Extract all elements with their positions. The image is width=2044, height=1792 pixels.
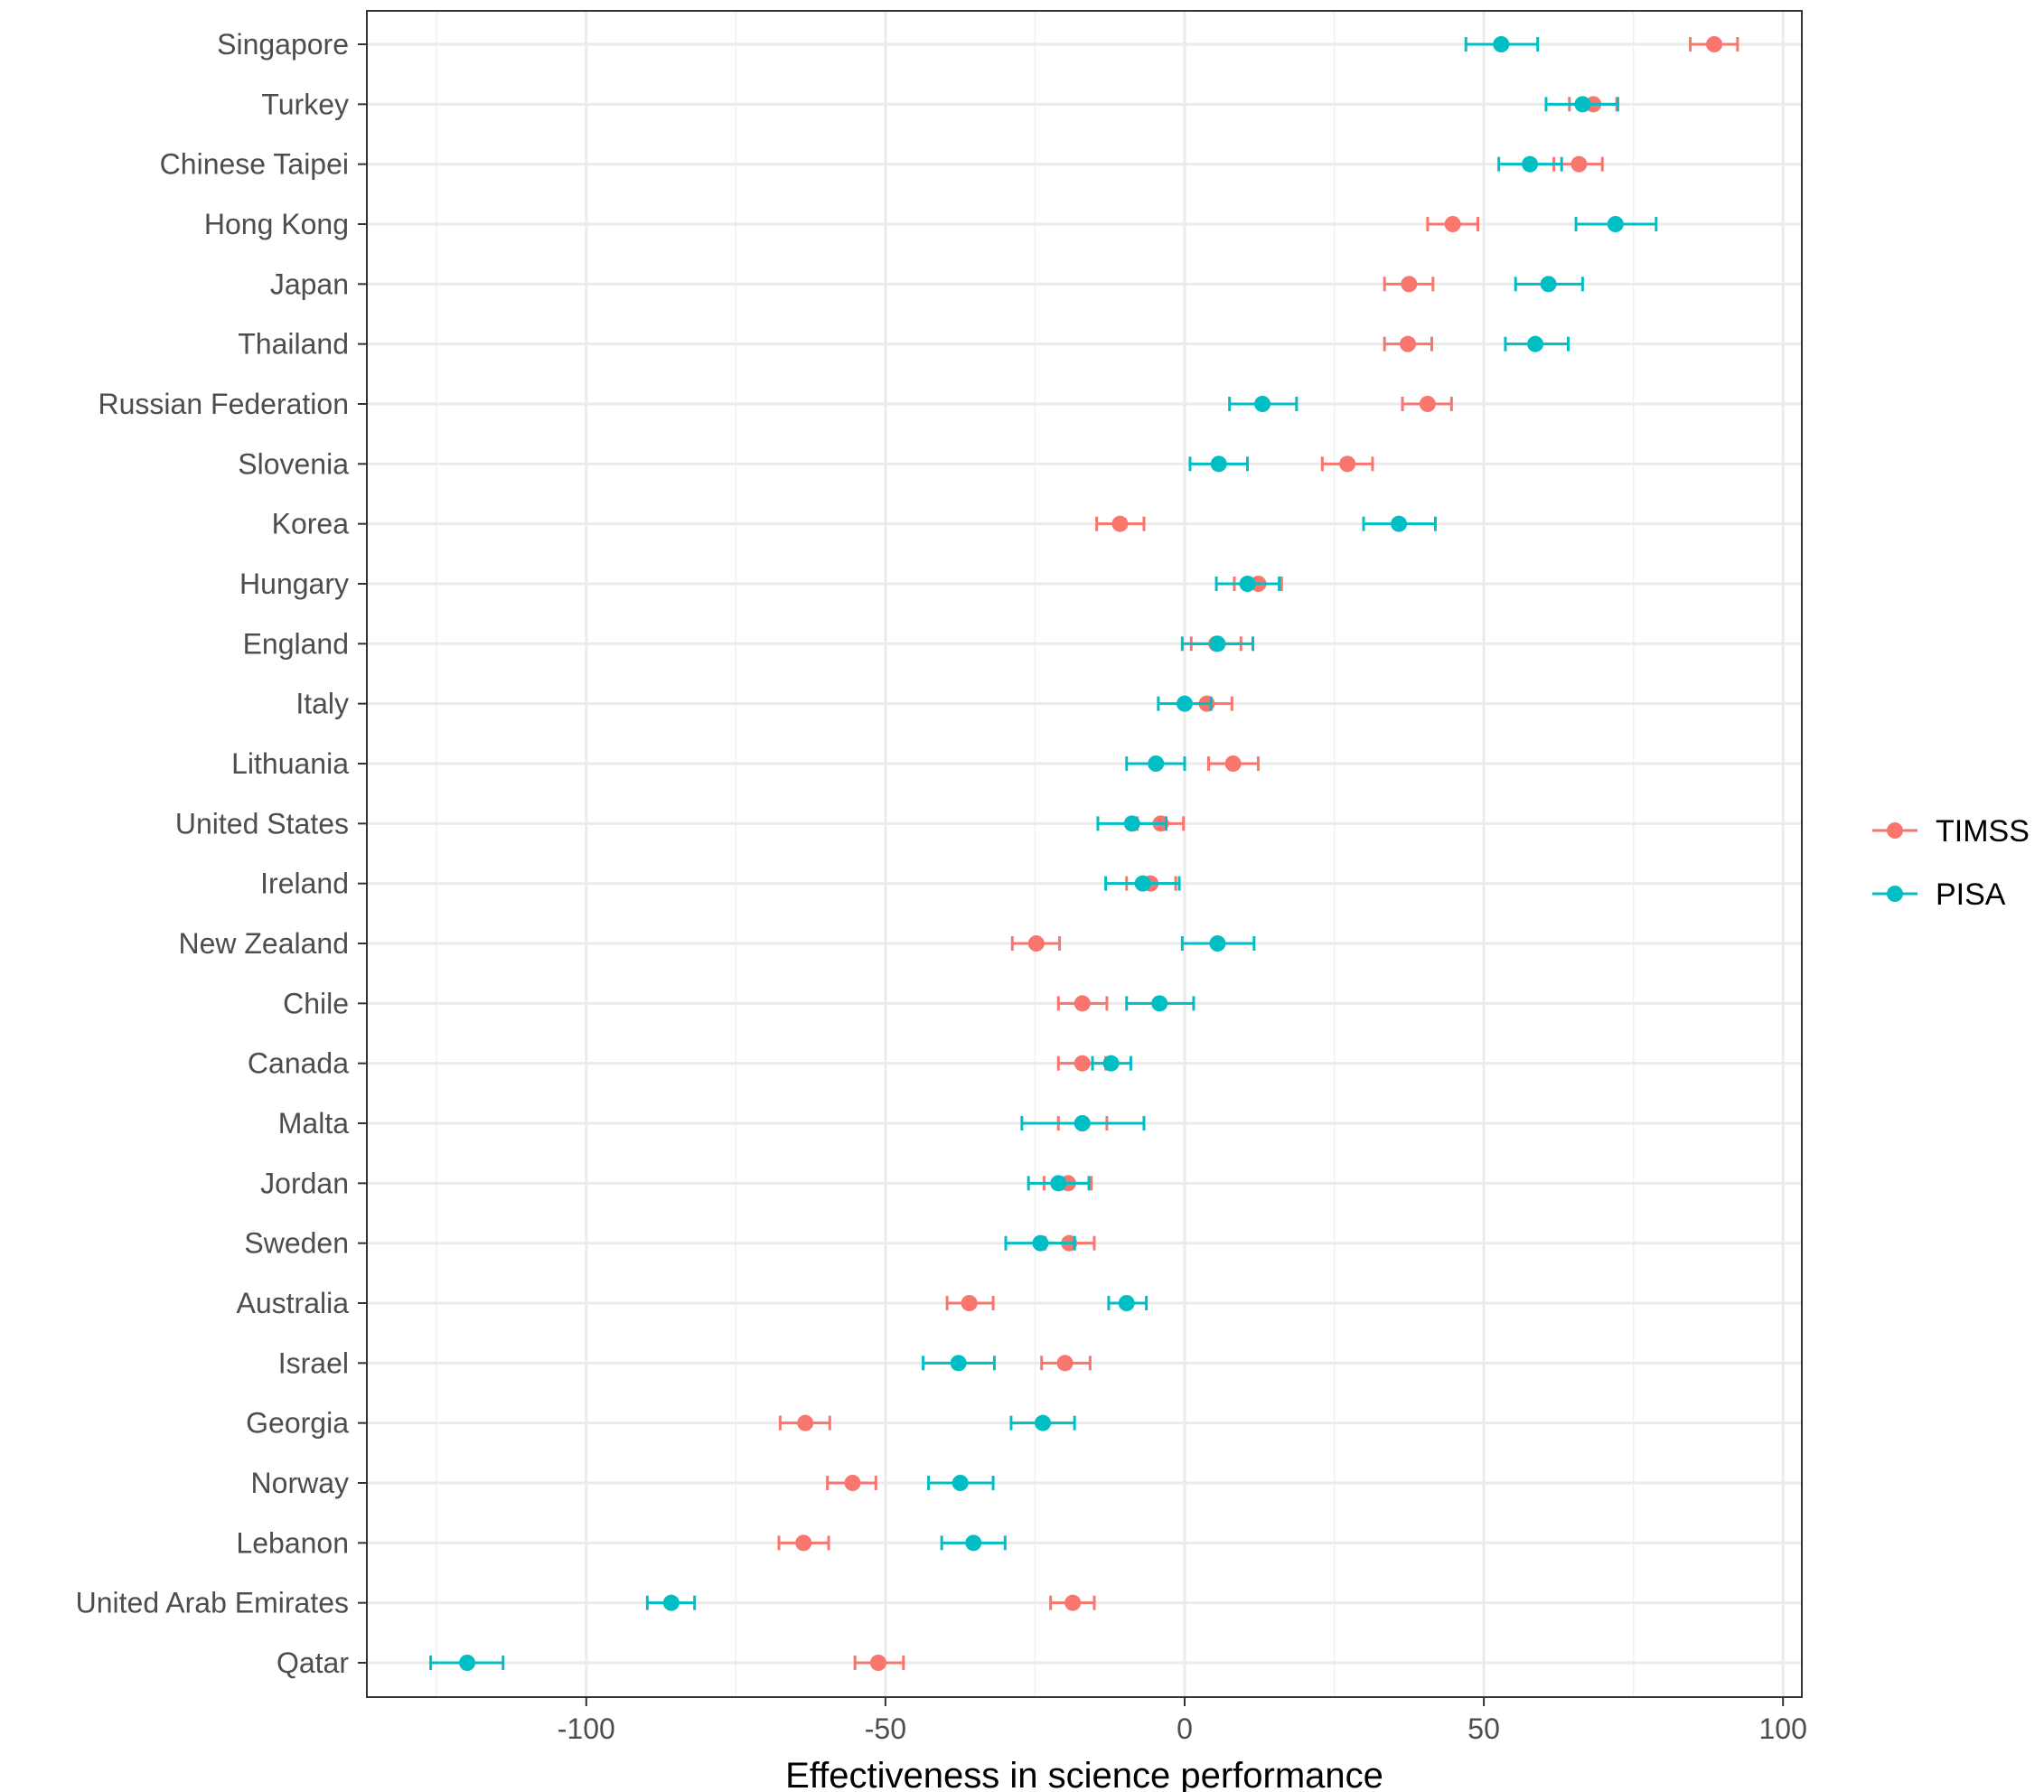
data-point-pisa	[965, 1534, 982, 1552]
data-point-pisa	[1540, 276, 1557, 293]
y-tick-label: Chile	[283, 987, 349, 1019]
panel-border	[366, 10, 1803, 1698]
y-axis: Singapore Turkey Chinese Taipei Hong Kong Ja…	[76, 28, 367, 1679]
x-tick-label: 50	[1467, 1712, 1500, 1745]
data-point-timss	[1056, 1355, 1074, 1372]
x-tick-label: -50	[865, 1712, 906, 1745]
y-tick-label: Georgia	[246, 1407, 349, 1440]
data-point-pisa	[1254, 396, 1271, 412]
data-point-pisa	[1574, 96, 1591, 113]
data-point-timss	[1224, 755, 1242, 772]
data-point-pisa	[1035, 1414, 1052, 1431]
y-tick-label: Lithuania	[231, 747, 349, 780]
data-point-timss	[1401, 276, 1418, 293]
y-tick-label: Japan	[270, 267, 349, 300]
data-point-timss	[797, 1414, 814, 1431]
data-point-timss	[844, 1475, 861, 1491]
y-tick-label: Canada	[248, 1047, 349, 1080]
y-tick-label: Slovenia	[238, 447, 349, 480]
data-point-pisa	[1527, 335, 1544, 352]
y-tick-label: Russian Federation	[98, 388, 349, 420]
data-point-timss	[1419, 396, 1436, 412]
data-point-pisa	[952, 1475, 969, 1491]
legend-key-point	[1887, 822, 1903, 839]
data-point-pisa	[1209, 935, 1226, 952]
legend: TIMSS PISA	[1872, 814, 2030, 912]
y-tick-label: Singapore	[217, 28, 349, 61]
y-tick-label: Korea	[272, 508, 350, 540]
data-point-timss	[1074, 995, 1091, 1012]
data-point-pisa	[1074, 1115, 1091, 1131]
y-tick-label: Qatar	[277, 1647, 349, 1679]
data-point-timss	[1074, 1055, 1091, 1072]
data-point-pisa	[950, 1355, 967, 1372]
x-axis: -100 -50 0 50 100	[558, 1697, 1807, 1745]
x-tick-label: 100	[1759, 1712, 1807, 1745]
data-point-timss	[1064, 1594, 1082, 1611]
data-point-pisa	[1123, 815, 1140, 832]
y-tick-label: Sweden	[244, 1227, 349, 1260]
data-point-pisa	[1134, 875, 1151, 892]
grid	[367, 11, 1802, 1697]
data-point-timss	[1571, 155, 1588, 173]
data-point-pisa	[1148, 755, 1165, 772]
data-point-pisa	[1050, 1175, 1067, 1192]
data-point-pisa	[662, 1594, 680, 1611]
data-point-pisa	[1522, 155, 1539, 173]
data-point-timss	[1706, 36, 1723, 52]
y-tick-label: Jordan	[260, 1167, 349, 1199]
data-point-timss	[1111, 515, 1129, 532]
y-tick-label: Israel	[278, 1346, 349, 1379]
data-point-pisa	[1391, 515, 1408, 532]
data-point-timss	[961, 1295, 978, 1311]
y-tick-label: Chinese Taipei	[160, 148, 349, 181]
data-point-timss	[1400, 335, 1417, 352]
y-tick-label: United Arab Emirates	[76, 1587, 349, 1619]
data-point-pisa	[1607, 216, 1624, 232]
marks	[429, 36, 1739, 1671]
data-point-timss	[869, 1655, 886, 1671]
y-tick-label: Turkey	[261, 88, 349, 120]
data-point-pisa	[1151, 995, 1168, 1012]
y-tick-label: New Zealand	[178, 927, 349, 960]
data-point-timss	[795, 1534, 812, 1552]
y-tick-label: United States	[175, 807, 349, 840]
y-tick-label: Australia	[237, 1287, 350, 1319]
y-tick-label: Hong Kong	[204, 208, 349, 240]
y-tick-label: Ireland	[260, 868, 349, 900]
data-point-pisa	[459, 1655, 476, 1671]
y-tick-label: Norway	[251, 1467, 349, 1499]
data-point-pisa	[1177, 695, 1193, 712]
y-tick-label: Lebanon	[236, 1526, 349, 1559]
data-point-pisa	[1239, 576, 1256, 592]
data-point-timss	[1027, 935, 1045, 952]
data-point-pisa	[1118, 1295, 1135, 1311]
data-point-pisa	[1209, 635, 1226, 652]
x-tick-label: -100	[558, 1712, 615, 1745]
x-tick-label: 0	[1177, 1712, 1193, 1745]
data-point-timss	[1339, 455, 1356, 473]
data-point-pisa	[1102, 1055, 1120, 1072]
data-point-pisa	[1032, 1234, 1049, 1252]
legend-label: TIMSS	[1936, 814, 2030, 849]
x-axis-title: Effectiveness in science performance	[785, 1756, 1383, 1792]
y-tick-label: Thailand	[238, 328, 349, 361]
y-tick-label: Malta	[278, 1107, 349, 1140]
y-tick-label: England	[243, 627, 349, 660]
y-tick-label: Italy	[295, 688, 349, 720]
y-tick-label: Hungary	[239, 568, 349, 600]
legend-key-point	[1887, 886, 1903, 902]
legend-label: PISA	[1936, 877, 2006, 912]
data-point-pisa	[1493, 36, 1510, 52]
data-point-timss	[1444, 216, 1461, 232]
panel-background	[367, 11, 1802, 1697]
data-point-pisa	[1210, 455, 1227, 473]
